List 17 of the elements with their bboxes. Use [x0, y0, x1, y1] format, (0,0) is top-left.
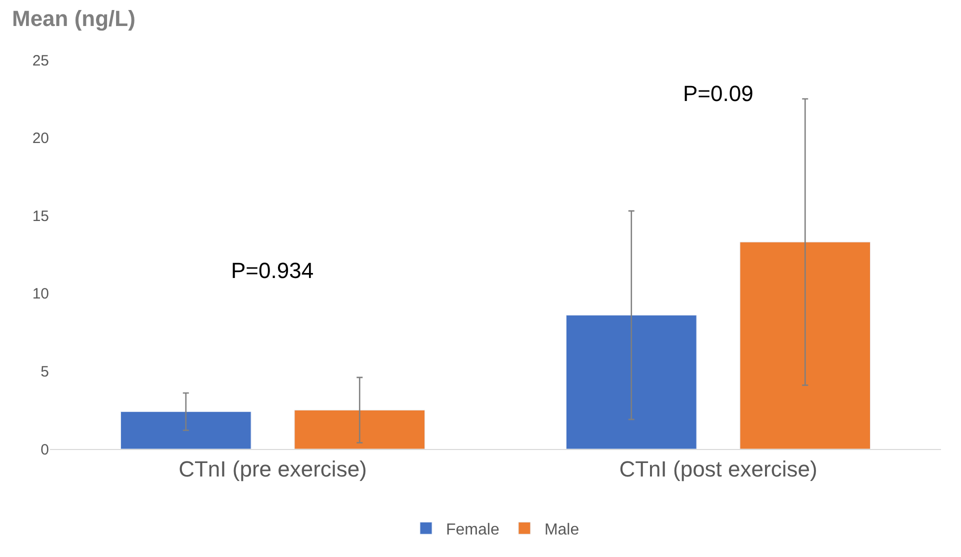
y-tick-label: 5 — [40, 363, 49, 380]
y-tick-label: 10 — [32, 286, 49, 303]
y-tick-label: 25 — [32, 52, 49, 70]
legend-label: Male — [544, 521, 580, 538]
bar — [120, 411, 252, 449]
y-tick-label: 0 — [40, 441, 49, 458]
y-tick-label: 20 — [32, 130, 49, 148]
y-tick-label: 15 — [32, 208, 49, 225]
bar — [740, 242, 871, 449]
x-tick-label: CTnI (pre exercise) — [178, 456, 367, 482]
bar — [566, 314, 697, 449]
legend-label: Female — [446, 521, 500, 538]
x-tick-label: CTnI (post exercise) — [619, 456, 818, 482]
bar — [294, 410, 426, 449]
y-axis-title: Mean (ng/L) — [12, 6, 136, 31]
annotation: P=0.934 — [231, 258, 314, 283]
annotation: P=0.09 — [683, 81, 754, 106]
